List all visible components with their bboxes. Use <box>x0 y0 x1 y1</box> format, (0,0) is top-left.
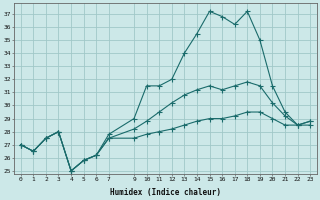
X-axis label: Humidex (Indice chaleur): Humidex (Indice chaleur) <box>110 188 221 197</box>
